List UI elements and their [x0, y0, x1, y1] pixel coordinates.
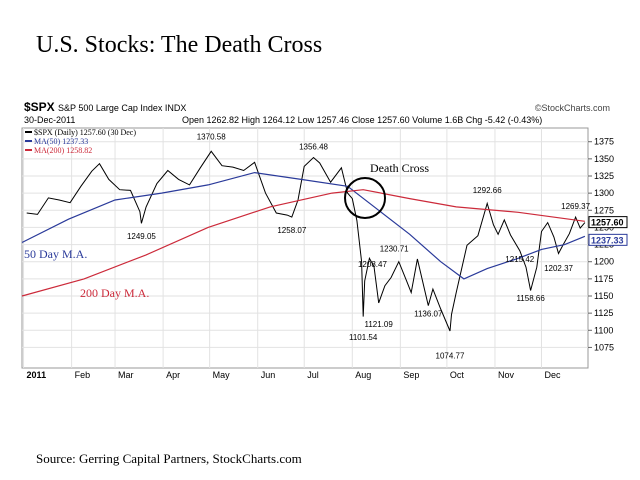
y-tick-label: 1325 — [594, 171, 614, 181]
symbol: $SPX — [24, 100, 55, 114]
price-label: 1208.47 — [358, 260, 387, 269]
y-tick-label: 1275 — [594, 205, 614, 215]
series-line — [21, 189, 585, 297]
series-line — [26, 150, 586, 332]
y-tick-label: 1150 — [594, 291, 613, 301]
y-tick-label: 1125 — [594, 308, 613, 318]
price-label: 1230.71 — [380, 245, 409, 254]
x-tick-label: Nov — [498, 370, 515, 380]
price-label: 1215.42 — [505, 255, 534, 264]
price-label: 1269.37 — [561, 202, 590, 211]
y-tick-label: 1075 — [594, 342, 614, 352]
price-label: 1370.58 — [197, 133, 226, 142]
y-tick-label: 1375 — [594, 137, 614, 147]
quote: Open 1262.82 High 1264.12 Low 1257.46 Cl… — [182, 115, 542, 125]
index-name: S&P 500 Large Cap Index INDX — [58, 103, 186, 113]
plot-frame — [21, 127, 589, 369]
last-label: 1237.33 — [591, 235, 624, 245]
annotation: 50 Day M.A. — [24, 247, 87, 261]
price-label: 1249.05 — [127, 232, 156, 241]
slide-title: U.S. Stocks: The Death Cross — [36, 32, 322, 58]
x-tick-label: Dec — [544, 370, 561, 380]
last-box — [588, 233, 628, 246]
cross-circle — [344, 177, 386, 219]
legend-entry: $SPX (Daily) 1257.60 (30 Dec) — [34, 128, 136, 137]
x-tick-label: Jun — [261, 370, 276, 380]
x-tick-label: Oct — [450, 370, 465, 380]
x-tick-label: Aug — [355, 370, 371, 380]
price-label: 1202.37 — [544, 264, 573, 273]
date: 30-Dec-2011 — [24, 115, 75, 125]
price-label: 1258.07 — [277, 226, 306, 235]
price-label: 1356.48 — [299, 142, 328, 151]
credit: ©StockCharts.com — [535, 103, 610, 113]
price-label: 1136.07 — [414, 310, 443, 319]
price-label: 1158.66 — [516, 294, 545, 303]
x-tick-label: Jul — [307, 370, 319, 380]
x-tick-label: May — [213, 370, 231, 380]
x-tick-label: 2011 — [27, 370, 47, 380]
price-label: 1292.66 — [473, 186, 502, 195]
y-tick-label: 1300 — [594, 188, 614, 198]
chart: 1075110011251150117512001225125012751300… — [21, 128, 614, 380]
price-label: 1074.77 — [436, 352, 465, 361]
y-tick-label: 1175 — [594, 274, 613, 284]
y-tick-label: 1100 — [594, 325, 613, 335]
y-tick-label: 1350 — [594, 154, 614, 164]
y-tick-label: 1200 — [594, 257, 614, 267]
x-tick-label: Feb — [75, 370, 91, 380]
source: Source: Gerring Capital Partners, StockC… — [36, 451, 302, 466]
price-label: 1101.54 — [349, 333, 378, 342]
x-tick-label: Apr — [166, 370, 180, 380]
last-box — [588, 216, 628, 229]
annotation: 200 Day M.A. — [80, 286, 149, 300]
last-label: 1257.60 — [591, 218, 624, 228]
x-tick-label: Sep — [403, 370, 419, 380]
x-tick-label: Mar — [118, 370, 134, 380]
legend-entry: MA(50) 1237.33 — [34, 137, 88, 146]
series-line — [21, 171, 586, 280]
price-label: 1121.09 — [364, 320, 393, 329]
legend-entry: MA(200) 1258.82 — [34, 146, 92, 155]
annotation: Death Cross — [370, 161, 429, 175]
